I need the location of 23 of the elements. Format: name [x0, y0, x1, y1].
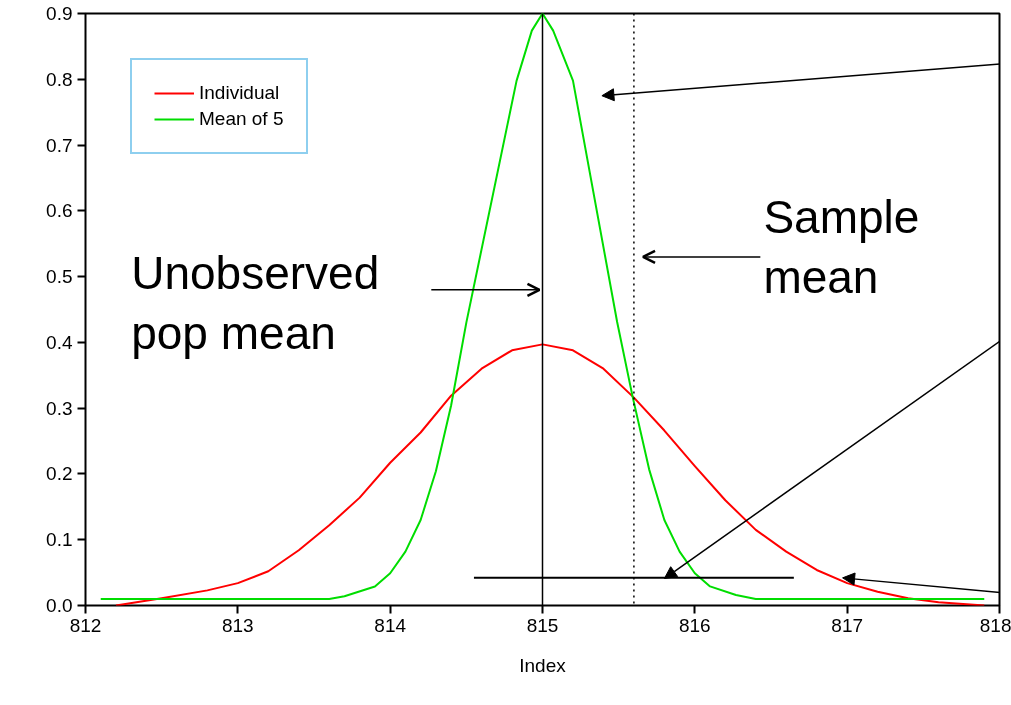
y-tick-label: 0.0	[46, 595, 73, 616]
legend-label: Mean of 5	[199, 108, 284, 130]
annotation: Unobserved pop mean	[131, 247, 380, 359]
y-tick-label: 0.5	[46, 266, 73, 288]
y-tick-label: 0.9	[46, 3, 73, 24]
y-tick-label: 0.2	[46, 463, 73, 485]
y-tick-label: 0.8	[46, 68, 73, 90]
y-tick-label: 0.4	[46, 331, 73, 353]
y-tick-label: 0.7	[46, 134, 73, 156]
x-tick-label: 817	[831, 614, 864, 636]
line-series	[99, 13, 986, 600]
x-tick-label: 816	[678, 614, 711, 636]
x-tick-label: 812	[69, 614, 102, 636]
x-axis-title: Index	[519, 654, 567, 676]
y-tick-label: 0.3	[46, 397, 73, 419]
x-tick-label: 813	[221, 614, 254, 636]
annotation: Sample mean	[763, 191, 920, 303]
x-tick-label: 814	[374, 614, 407, 636]
x-tick-label: 818	[979, 614, 1011, 636]
legend-label: Individual	[199, 82, 280, 104]
y-tick-label: 0.1	[46, 529, 73, 551]
x-tick-label: 815	[526, 614, 559, 636]
y-tick-label: 0.6	[46, 200, 73, 222]
